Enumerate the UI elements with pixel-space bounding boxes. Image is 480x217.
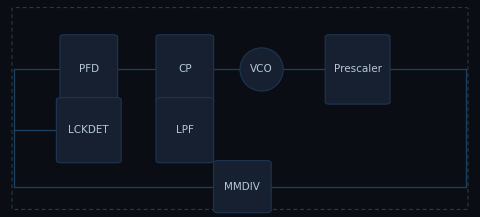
Text: LCKDET: LCKDET [69,125,109,135]
FancyBboxPatch shape [156,98,214,163]
FancyBboxPatch shape [60,35,118,104]
FancyBboxPatch shape [57,98,121,163]
Ellipse shape [240,48,283,91]
Text: LPF: LPF [176,125,194,135]
FancyBboxPatch shape [325,35,390,104]
Text: CP: CP [178,64,192,74]
Text: PFD: PFD [79,64,99,74]
Text: MMDIV: MMDIV [225,182,260,192]
Text: Prescaler: Prescaler [334,64,382,74]
Text: VCO: VCO [250,64,273,74]
FancyBboxPatch shape [214,161,271,213]
FancyBboxPatch shape [156,35,214,104]
